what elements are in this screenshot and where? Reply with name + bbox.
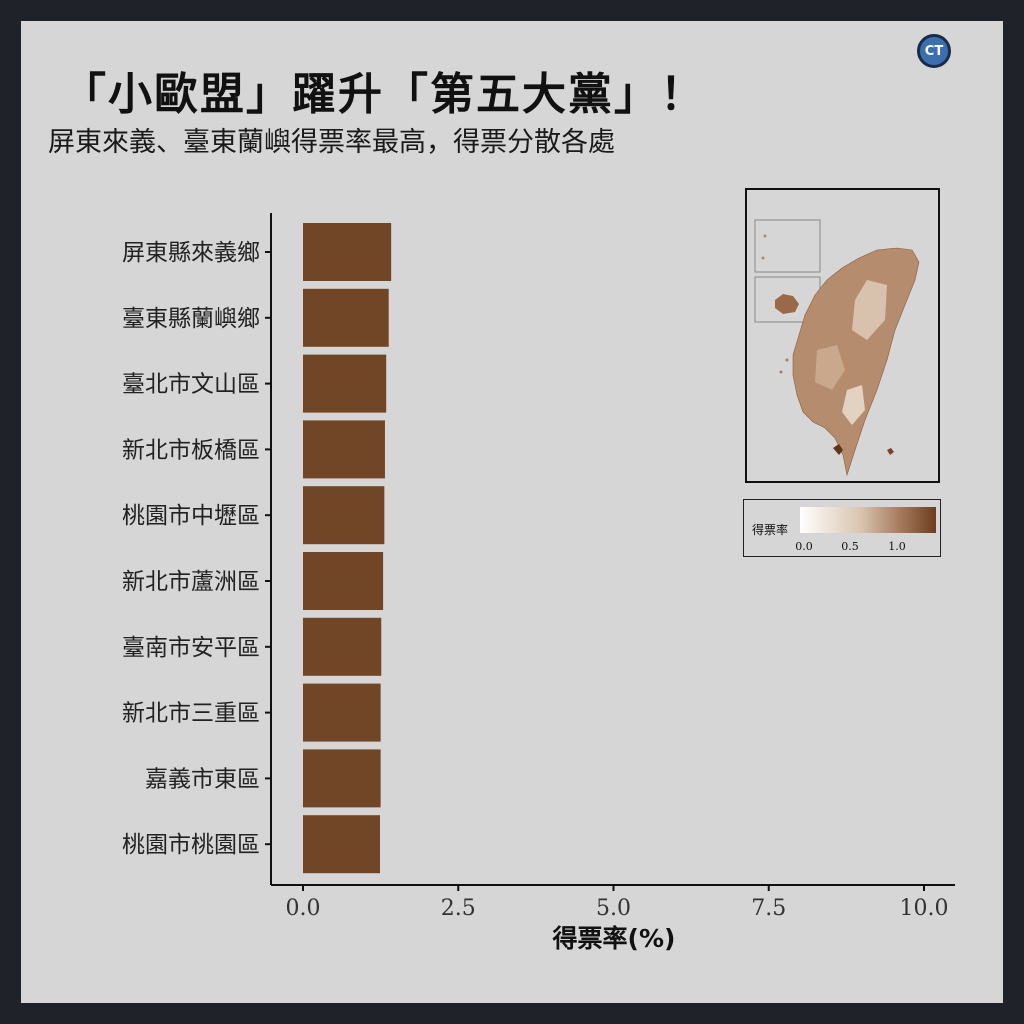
bar	[303, 486, 385, 545]
map-region-light-3	[842, 385, 865, 425]
bar	[303, 617, 382, 676]
bars-group	[303, 223, 392, 874]
bar	[303, 354, 387, 413]
bar	[303, 749, 381, 808]
map-region-dark	[833, 444, 843, 455]
bar	[303, 223, 392, 281]
map-region-light-1	[852, 280, 887, 340]
legend-title: 得票率	[752, 523, 789, 537]
y-labels-group: 屏東縣來義鄉臺東縣蘭嶼鄉臺北市文山區新北市板橋區桃園市中壢區新北市蘆洲區臺南市安…	[122, 240, 271, 858]
category-label: 桃園市桃園區	[122, 832, 260, 858]
offshore-box-1	[754, 219, 821, 273]
color-legend: 得票率 0.0 0.5 1.0	[743, 499, 941, 557]
page-title: 「小歐盟」躍升「第五大黨」！	[62, 69, 706, 120]
category-label: 新北市三重區	[122, 701, 260, 727]
bar	[303, 683, 381, 742]
x-axis-label: 得票率(%)	[552, 924, 676, 953]
category-label: 臺北市文山區	[122, 372, 260, 398]
logo-text: CT	[924, 43, 944, 59]
x-tick-label: 7.5	[751, 896, 786, 921]
x-tick-label: 10.0	[900, 896, 949, 921]
bar	[303, 420, 385, 479]
x-ticks-group: 0.0 2.5 5.0 7.5 10.0	[286, 885, 949, 921]
bar	[303, 815, 381, 874]
page-subtitle: 屏東來義、臺東蘭嶼得票率最高，得票分散各處	[48, 127, 615, 158]
legend-gradient	[800, 507, 936, 533]
taiwan-main-shape	[792, 247, 920, 477]
x-tick-label: 2.5	[441, 896, 476, 921]
lanyu-island	[887, 448, 894, 455]
category-label: 桃園市中壢區	[122, 503, 260, 529]
legend-tick: 0.5	[841, 540, 859, 553]
category-label: 嘉義市東區	[145, 766, 260, 792]
x-tick-label: 0.0	[286, 896, 321, 921]
category-label: 臺東縣蘭嶼鄉	[122, 306, 260, 332]
taiwan-map	[754, 219, 920, 477]
legend-tick: 0.0	[795, 540, 813, 553]
kinmen-shape	[775, 294, 799, 314]
category-label: 新北市板橋區	[122, 437, 260, 463]
bar	[303, 288, 389, 347]
map-region-light-2	[815, 345, 845, 390]
category-label: 新北市蘆洲區	[122, 569, 260, 595]
category-label: 臺南市安平區	[122, 635, 260, 661]
legend-tick: 1.0	[888, 540, 906, 553]
category-label: 屏東縣來義鄉	[122, 240, 260, 266]
x-tick-label: 5.0	[596, 896, 631, 921]
brand-logo: CT	[917, 34, 951, 68]
map-inset	[745, 188, 940, 483]
bar	[303, 552, 384, 610]
